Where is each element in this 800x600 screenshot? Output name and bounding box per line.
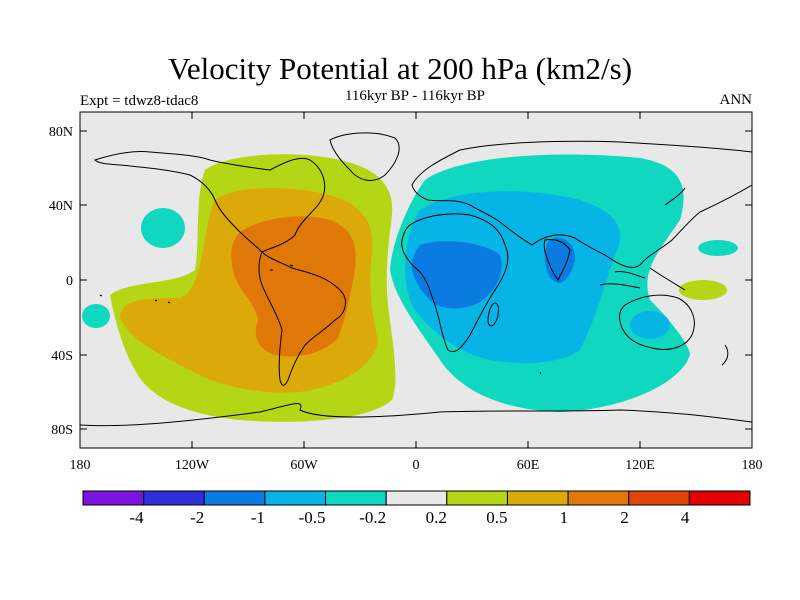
colorbar-label: 1: [560, 508, 569, 527]
lat-tick-label: 40N: [49, 199, 73, 214]
coastline-madagascar: [487, 302, 499, 327]
season-label: ANN: [719, 92, 753, 108]
colorbar-swatch: [506, 490, 569, 506]
coastline-maritime-continent: [599, 267, 686, 291]
chart-title: Velocity Potential at 200 hPa (km2/s): [167, 51, 633, 86]
colorbar-label: -4: [129, 508, 144, 527]
coastline-japan: [664, 187, 686, 206]
lon-tick-label: 120E: [625, 458, 655, 473]
colorbar-label: -1: [251, 508, 265, 527]
contour-negative-0.5: [405, 191, 621, 363]
coastline-north-america: [94, 151, 326, 253]
coastline-eurasia: [411, 140, 752, 268]
lat-tick-label: 80N: [49, 125, 73, 140]
colorbar-label: 0.5: [486, 508, 507, 527]
lon-tick-label: 180: [70, 458, 91, 473]
colorbar-label: 0.2: [426, 508, 447, 527]
lon-tick-label: 60E: [517, 458, 540, 473]
contour-negative-patch-npacific: [141, 208, 185, 248]
experiment-label: Expt = tdwz8-tdac8: [80, 93, 199, 109]
colorbar-label: -2: [190, 508, 204, 527]
contour-negative-patch-wpacific: [698, 240, 738, 256]
lat-tick-label: 0: [66, 274, 73, 289]
coastline-islands: [99, 264, 542, 375]
colorbar-label: -0.2: [359, 508, 386, 527]
coastlines: [80, 132, 752, 427]
colorbar-swatch: [203, 490, 266, 506]
lat-tick-labels: 80N 40N 0 40S 80S: [49, 125, 73, 438]
coastline-new-zealand: [721, 344, 729, 366]
contour-fills: [82, 154, 738, 422]
colorbar-label: 2: [620, 508, 629, 527]
lat-ticks: [80, 130, 752, 430]
colorbar-swatch: [82, 490, 145, 506]
contour-negative-patch-australia: [630, 311, 670, 339]
colorbar-swatch: [628, 490, 690, 506]
colorbar-swatch: [446, 490, 508, 506]
coastline-africa: [401, 213, 509, 353]
contour-negative-patch-spacific: [82, 304, 110, 328]
lat-tick-label: 80S: [51, 423, 73, 438]
coastline-australia: [619, 294, 695, 350]
lat-tick-label: 40S: [51, 349, 73, 364]
coastline-greenland: [329, 132, 400, 181]
colorbar: -4 -2 -1 -0.5 -0.2 0.2 0.5 1 2 4: [82, 490, 751, 527]
lon-tick-label: 120W: [175, 458, 210, 473]
colorbar-label: -0.5: [299, 508, 326, 527]
colorbar-swatch: [385, 490, 448, 506]
chart-subtitle: 116kyr BP - 116kyr BP: [344, 88, 485, 104]
colorbar-swatch: [567, 490, 630, 506]
coastline-india: [543, 239, 571, 281]
lon-tick-label: 180: [742, 458, 763, 473]
coastline-south-america: [258, 251, 346, 386]
colorbar-swatch: [143, 490, 205, 506]
lon-tick-label: 0: [413, 458, 420, 473]
colorbar-swatch: [688, 490, 751, 506]
colorbar-swatch: [264, 490, 327, 506]
colorbar-swatch: [325, 490, 387, 506]
lon-tick-label: 60W: [290, 458, 318, 473]
contour-negative-1: [411, 241, 502, 309]
colorbar-label: 4: [681, 508, 690, 527]
lon-tick-labels: 180 120W 60W 0 60E 120E 180: [70, 458, 763, 473]
contour-positive-patch-pacific: [679, 280, 727, 300]
coastline-antarctica: [80, 403, 752, 427]
lon-ticks: [79, 112, 753, 448]
